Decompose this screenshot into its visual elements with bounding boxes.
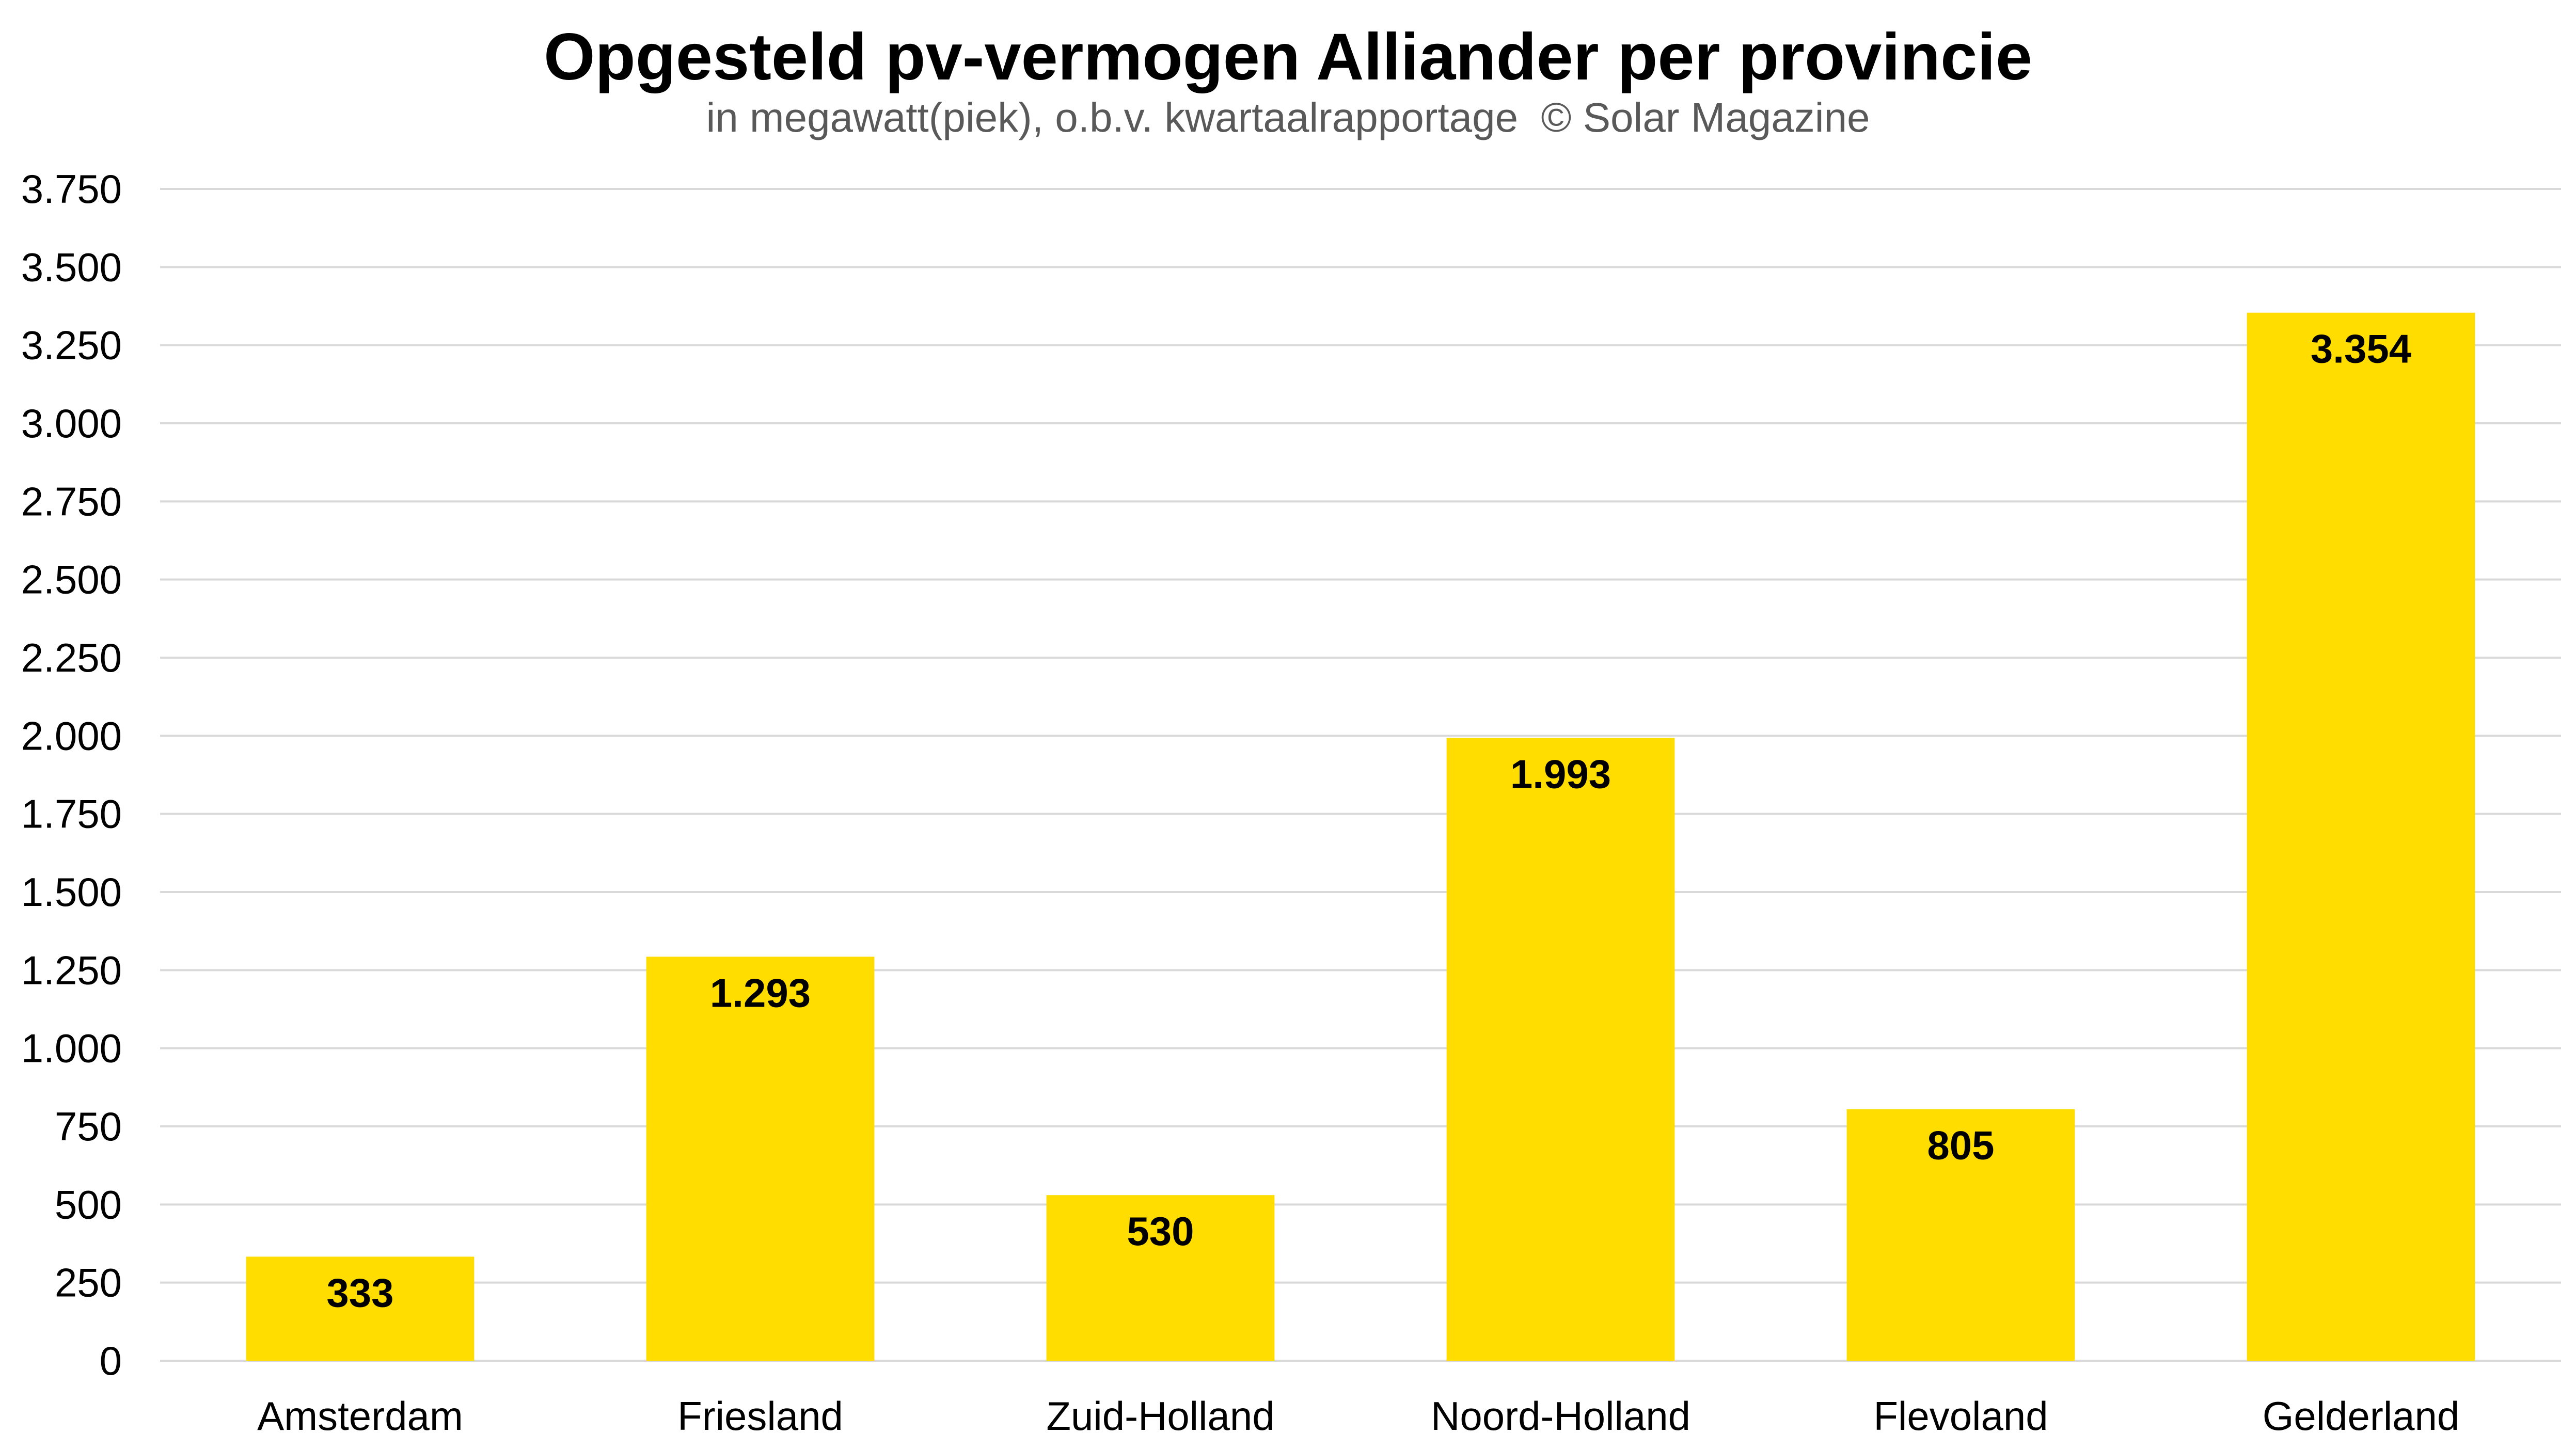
bar	[1446, 738, 1675, 1361]
y-tick-label: 2.250	[21, 635, 122, 680]
y-tick-label: 1.000	[21, 1026, 122, 1071]
bar	[2247, 312, 2475, 1361]
category-label: Friesland	[677, 1393, 843, 1439]
data-label: 1.293	[710, 970, 811, 1015]
y-tick-label: 3.000	[21, 401, 122, 446]
category-label: Gelderland	[2263, 1393, 2460, 1439]
data-label: 1.993	[1510, 752, 1611, 797]
subtitle-copyright: © Solar Magazine	[1541, 94, 1870, 140]
y-tick-label: 1.750	[21, 791, 122, 837]
data-label: 3.354	[2311, 326, 2411, 372]
bar	[646, 957, 875, 1361]
y-tick-label: 3.750	[21, 166, 122, 212]
y-tick-label: 2.750	[21, 479, 122, 524]
data-label: 805	[1927, 1123, 1994, 1168]
chart-subtitle: in megawatt(piek), o.b.v. kwartaalrappor…	[0, 92, 2576, 144]
x-axis-category-labels: Amsterdam Friesland Zuid-Holland Noord-Holl…	[257, 1393, 2459, 1439]
y-tick-label: 1.500	[21, 869, 122, 915]
bar	[1846, 1109, 2075, 1361]
gridlines	[160, 188, 2561, 1362]
y-tick-label: 3.500	[21, 244, 122, 290]
y-tick-label: 750	[55, 1104, 122, 1149]
chart-title: Opgesteld pv-vermogen Alliander per prov…	[543, 20, 2033, 94]
bars	[246, 312, 2475, 1361]
category-label: Amsterdam	[257, 1393, 463, 1439]
subtitle-unit-note: in megawatt(piek), o.b.v. kwartaalrappor…	[706, 94, 1519, 140]
y-tick-label: 2.000	[21, 713, 122, 758]
bar	[1046, 1195, 1275, 1361]
category-label: Noord-Holland	[1431, 1393, 1690, 1439]
category-label: Flevoland	[1873, 1393, 2048, 1439]
y-tick-label: 1.250	[21, 947, 122, 993]
y-tick-label: 2.500	[21, 557, 122, 602]
y-tick-label: 3.250	[21, 323, 122, 368]
data-label: 530	[1127, 1208, 1194, 1254]
y-tick-label: 0	[100, 1338, 122, 1383]
data-labels: 333 1.293 530 1.993 805 3.354	[326, 326, 2411, 1316]
y-axis-tick-labels: 0 250 500 750 1.000 1.250 1.500 1.750 2.000 2.250…	[21, 166, 122, 1383]
y-tick-label: 500	[55, 1182, 122, 1227]
data-label: 333	[326, 1270, 393, 1315]
category-label: Zuid-Holland	[1046, 1393, 1274, 1439]
bar	[246, 1256, 475, 1361]
y-tick-label: 250	[55, 1260, 122, 1305]
